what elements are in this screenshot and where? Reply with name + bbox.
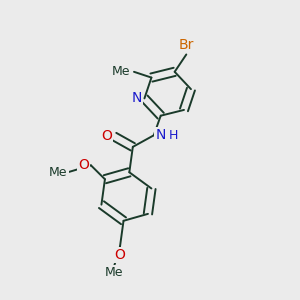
Text: Br: Br xyxy=(178,38,194,52)
Text: O: O xyxy=(115,248,125,262)
Text: Me: Me xyxy=(49,166,68,179)
Text: O: O xyxy=(78,158,89,172)
Text: Me: Me xyxy=(105,266,124,279)
Text: Me: Me xyxy=(112,65,130,78)
Text: O: O xyxy=(101,130,112,143)
Text: N: N xyxy=(156,128,166,142)
Text: H: H xyxy=(169,129,178,142)
Text: N: N xyxy=(132,92,142,105)
